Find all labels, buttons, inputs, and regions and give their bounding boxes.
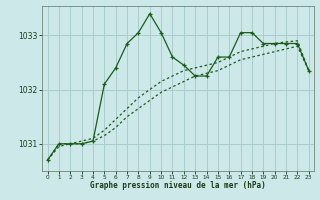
X-axis label: Graphe pression niveau de la mer (hPa): Graphe pression niveau de la mer (hPa) [90,181,266,190]
